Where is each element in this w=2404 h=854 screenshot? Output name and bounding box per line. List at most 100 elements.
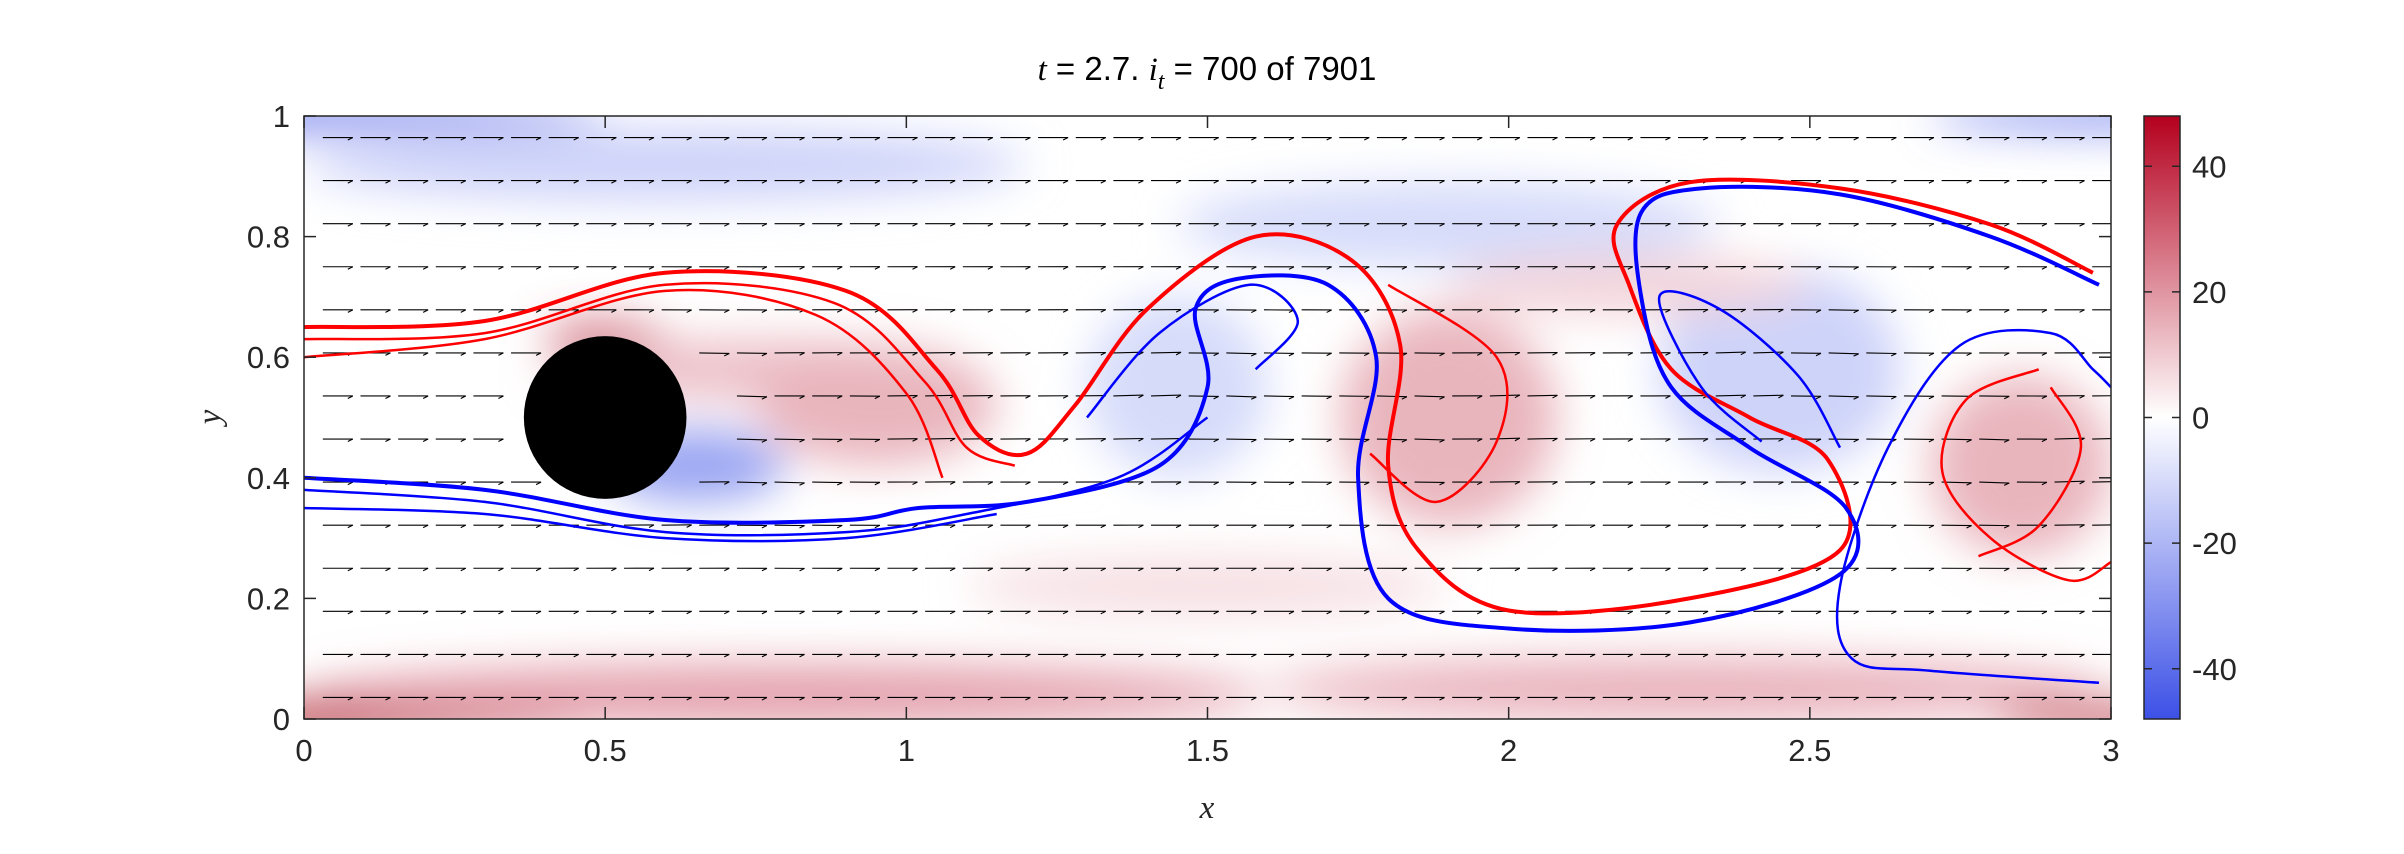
velocity-arrowhead [385,438,391,443]
velocity-arrowhead [1928,395,1935,400]
velocity-arrowhead [874,137,881,141]
velocity-arrowhead [799,439,805,443]
velocity-arrowhead [1025,481,1031,486]
velocity-arrowhead [874,696,881,701]
velocity-arrowhead [535,610,542,615]
streakline-blue [1835,328,2111,685]
velocity-arrowhead [1928,438,1935,443]
velocity-arrowhead [987,309,994,313]
velocity-arrowhead [385,610,391,615]
velocity-arrowhead [912,137,918,141]
velocity-arrowhead [1251,180,1257,184]
velocity-arrowhead [1966,567,1972,572]
velocity-arrowhead [1288,696,1295,701]
velocity-arrowhead [1853,438,1859,443]
velocity-arrowhead [1326,567,1332,572]
velocity-arrowhead [987,696,994,701]
velocity-arrowhead [1363,438,1370,443]
velocity-arrowhead [498,137,504,141]
velocity-arrowhead [1514,696,1521,701]
velocity-arrowhead [799,266,805,270]
velocity-arrowhead [1401,223,1408,227]
velocity-arrowhead [836,266,843,270]
velocity-arrowhead [1891,653,1897,658]
velocity-arrowhead [1100,438,1106,442]
velocity-arrowhead [724,309,730,314]
y-tick-label: 1 [273,99,290,134]
velocity-arrowhead [1740,137,1746,141]
velocity-arrowhead [1401,266,1408,270]
velocity-arrowhead [1589,266,1596,270]
velocity-arrowhead [686,266,692,270]
velocity-arrowhead [1891,396,1897,400]
velocity-arrowhead [460,696,467,701]
velocity-arrowhead [836,223,843,227]
velocity-arrowhead [1401,309,1408,313]
velocity-arrowhead [1138,223,1144,227]
velocity-arrowhead [1251,309,1257,314]
velocity-arrowhead [1175,696,1182,701]
velocity-arrowhead [1251,524,1257,529]
velocity-arrow [1753,394,1784,397]
velocity-arrowhead [1100,352,1106,356]
velocity-arrowhead [1778,266,1784,270]
title-it-value: = 700 of 7901 [1164,50,1376,87]
velocity-arrowhead [987,567,994,572]
velocity-arrowhead [535,309,542,313]
x-tick-label: 0 [295,733,312,768]
velocity-arrowhead [836,137,843,141]
velocity-arrowhead [1627,395,1634,399]
velocity-arrowhead [949,653,956,658]
velocity-arrowhead [1627,610,1634,615]
velocity-arrowhead [1853,696,1859,701]
velocity-arrowhead [1778,696,1784,701]
velocity-arrowhead [1815,223,1822,227]
velocity-arrow [1414,438,1445,441]
velocity-arrowhead [1514,352,1521,356]
velocity-arrow [774,438,805,441]
velocity-arrowhead [1514,524,1521,529]
velocity-arrowhead [1439,653,1445,658]
velocity-arrowhead [1966,439,1972,443]
velocity-arrowhead [949,696,956,701]
velocity-arrowhead [1326,395,1332,400]
velocity-arrowhead [2117,654,2122,657]
colorbar-ticks: -40 -20 0 20 40 [2144,149,2237,687]
velocity-arrowhead [498,395,504,399]
velocity-arrowhead [498,180,504,184]
velocity-arrowhead [1853,610,1859,615]
velocity-arrowhead [1778,653,1784,658]
velocity-arrowhead [1589,309,1596,313]
velocity-arrowhead [535,137,542,141]
velocity-arrowhead [1288,481,1295,486]
velocity-arrowhead [2003,309,2010,313]
velocity-arrowhead [648,266,655,270]
velocity-arrowhead [1514,223,1521,227]
velocity-arrowhead [1702,137,1709,141]
velocity-arrowhead [385,137,391,141]
velocity-arrowhead [347,266,354,270]
velocity-arrowhead [836,482,843,486]
velocity-arrowhead [1100,137,1106,141]
velocity-arrowhead [987,266,994,270]
velocity-arrowhead [987,352,994,356]
velocity-arrowhead [385,180,391,184]
velocity-arrowhead [1702,223,1709,227]
velocity-arrowhead [1213,653,1219,658]
velocity-arrowhead [724,223,730,227]
velocity-arrowhead [1928,309,1935,313]
velocity-arrowhead [2003,696,2010,701]
velocity-arrowhead [1251,223,1257,227]
velocity-arrowhead [761,180,768,184]
velocity-arrow [925,394,956,397]
velocity-arrowhead [2117,611,2122,614]
velocity-arrowhead [987,610,994,615]
velocity-arrowhead [498,223,504,227]
velocity-arrowhead [2041,266,2048,270]
velocity-arrowhead [611,696,617,701]
velocity-arrowhead [2117,267,2122,270]
velocity-arrowhead [535,524,542,529]
velocity-arrowhead [1966,137,1972,141]
velocity-arrowhead [1401,137,1408,141]
velocity-arrowhead [385,266,391,270]
